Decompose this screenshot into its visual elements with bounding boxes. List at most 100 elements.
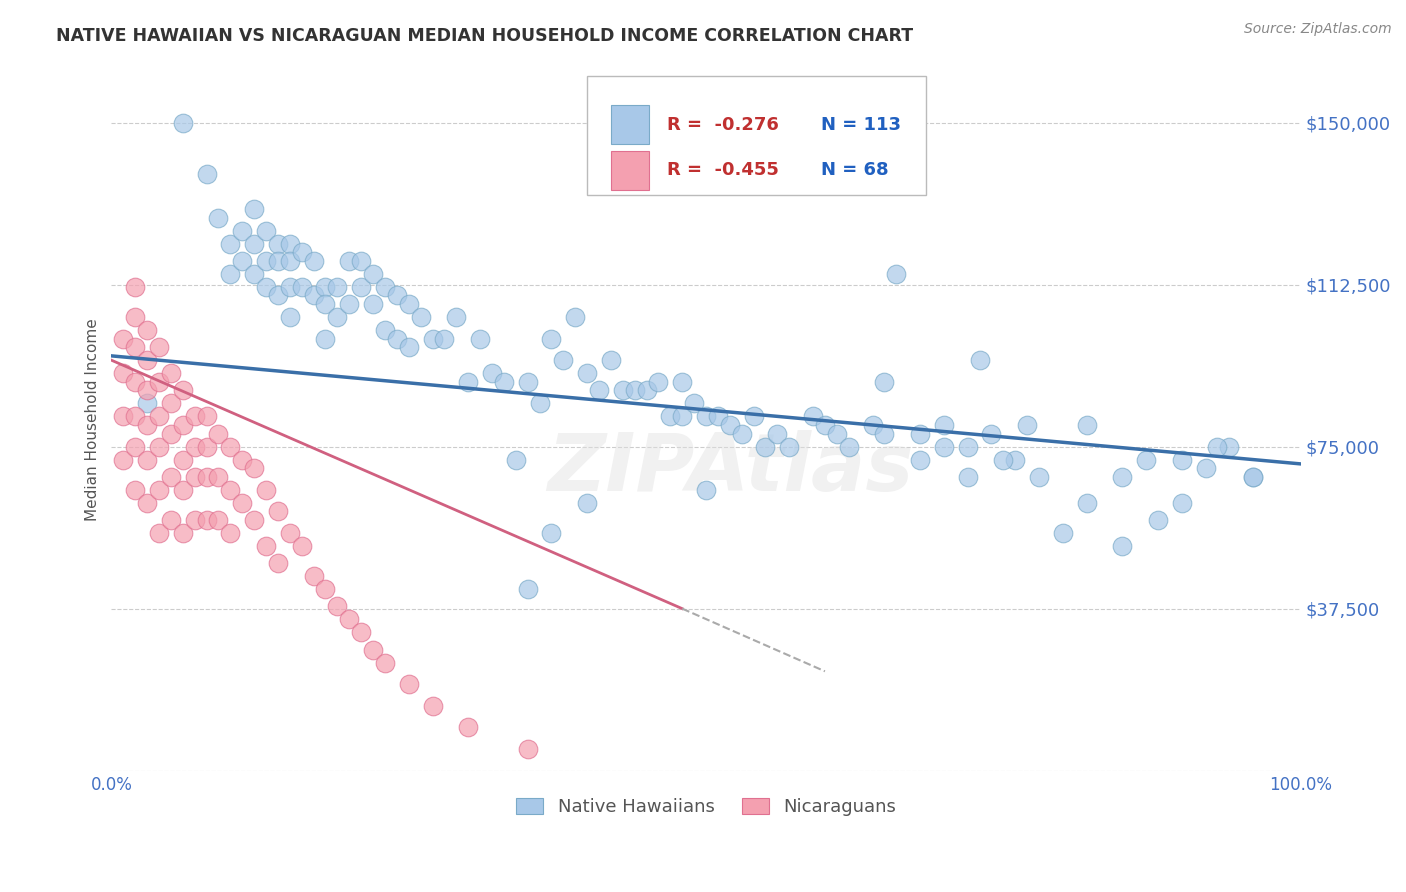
Point xyxy=(1004,452,1026,467)
Point xyxy=(398,677,420,691)
Point xyxy=(302,569,325,583)
Point xyxy=(1241,470,1264,484)
Point xyxy=(160,396,183,410)
Point xyxy=(956,470,979,484)
Point xyxy=(124,375,146,389)
Point xyxy=(337,253,360,268)
Point xyxy=(183,440,205,454)
Point xyxy=(873,375,896,389)
Point xyxy=(183,409,205,424)
Point xyxy=(148,483,170,497)
Point xyxy=(302,288,325,302)
Point xyxy=(314,279,336,293)
Point xyxy=(291,539,314,553)
Point xyxy=(172,417,194,432)
Point xyxy=(136,384,159,398)
Point xyxy=(267,253,290,268)
Point xyxy=(385,288,408,302)
Text: N = 68: N = 68 xyxy=(821,161,889,179)
Point xyxy=(612,384,634,398)
Point xyxy=(553,353,575,368)
Point xyxy=(326,599,349,614)
Point xyxy=(825,426,848,441)
Point xyxy=(243,236,266,251)
Point xyxy=(457,375,479,389)
Point xyxy=(695,483,717,497)
Point xyxy=(136,396,159,410)
Point xyxy=(337,297,360,311)
Point xyxy=(1135,452,1157,467)
Point xyxy=(136,452,159,467)
Point xyxy=(124,483,146,497)
Point xyxy=(529,396,551,410)
Point xyxy=(671,375,693,389)
Point xyxy=(350,253,373,268)
Point xyxy=(243,461,266,475)
Point xyxy=(956,440,979,454)
Point xyxy=(278,310,301,324)
Point xyxy=(969,353,991,368)
Point xyxy=(195,440,218,454)
Point xyxy=(136,496,159,510)
Point xyxy=(160,426,183,441)
Point xyxy=(302,253,325,268)
Point xyxy=(207,426,229,441)
Point xyxy=(219,236,242,251)
Point xyxy=(361,297,384,311)
Legend: Native Hawaiians, Nicaraguans: Native Hawaiians, Nicaraguans xyxy=(508,789,905,825)
Text: R =  -0.276: R = -0.276 xyxy=(666,116,779,134)
Point xyxy=(207,470,229,484)
Point xyxy=(172,526,194,541)
Point xyxy=(314,297,336,311)
Bar xyxy=(610,105,650,144)
Point xyxy=(278,253,301,268)
Point xyxy=(207,211,229,225)
Point xyxy=(350,279,373,293)
Point xyxy=(124,279,146,293)
Point xyxy=(873,426,896,441)
Point xyxy=(124,340,146,354)
Point xyxy=(219,483,242,497)
Point xyxy=(172,115,194,129)
Point xyxy=(112,332,135,346)
Point xyxy=(1218,440,1240,454)
Point xyxy=(278,236,301,251)
Point xyxy=(148,375,170,389)
Point xyxy=(908,426,931,441)
Text: NATIVE HAWAIIAN VS NICARAGUAN MEDIAN HOUSEHOLD INCOME CORRELATION CHART: NATIVE HAWAIIAN VS NICARAGUAN MEDIAN HOU… xyxy=(56,27,914,45)
FancyBboxPatch shape xyxy=(588,76,927,195)
Point xyxy=(1194,461,1216,475)
Point xyxy=(1052,526,1074,541)
Point xyxy=(801,409,824,424)
Point xyxy=(516,742,538,756)
Point xyxy=(231,253,253,268)
Point xyxy=(671,409,693,424)
Point xyxy=(267,504,290,518)
Point xyxy=(742,409,765,424)
Text: N = 113: N = 113 xyxy=(821,116,901,134)
Point xyxy=(1076,417,1098,432)
Point xyxy=(540,332,562,346)
Point xyxy=(243,202,266,216)
Point xyxy=(219,526,242,541)
Point xyxy=(172,483,194,497)
Point xyxy=(576,496,599,510)
Point xyxy=(195,167,218,181)
Point xyxy=(160,513,183,527)
Point xyxy=(1241,470,1264,484)
Point xyxy=(647,375,669,389)
Point xyxy=(207,513,229,527)
Point xyxy=(564,310,586,324)
Point xyxy=(636,384,658,398)
Point xyxy=(1017,417,1039,432)
Point xyxy=(148,340,170,354)
Point xyxy=(278,526,301,541)
Point xyxy=(1170,496,1192,510)
Point xyxy=(492,375,515,389)
Point xyxy=(148,526,170,541)
Point xyxy=(254,223,277,237)
Point xyxy=(374,279,396,293)
Point xyxy=(374,323,396,337)
Point xyxy=(314,332,336,346)
Text: Source: ZipAtlas.com: Source: ZipAtlas.com xyxy=(1244,22,1392,37)
